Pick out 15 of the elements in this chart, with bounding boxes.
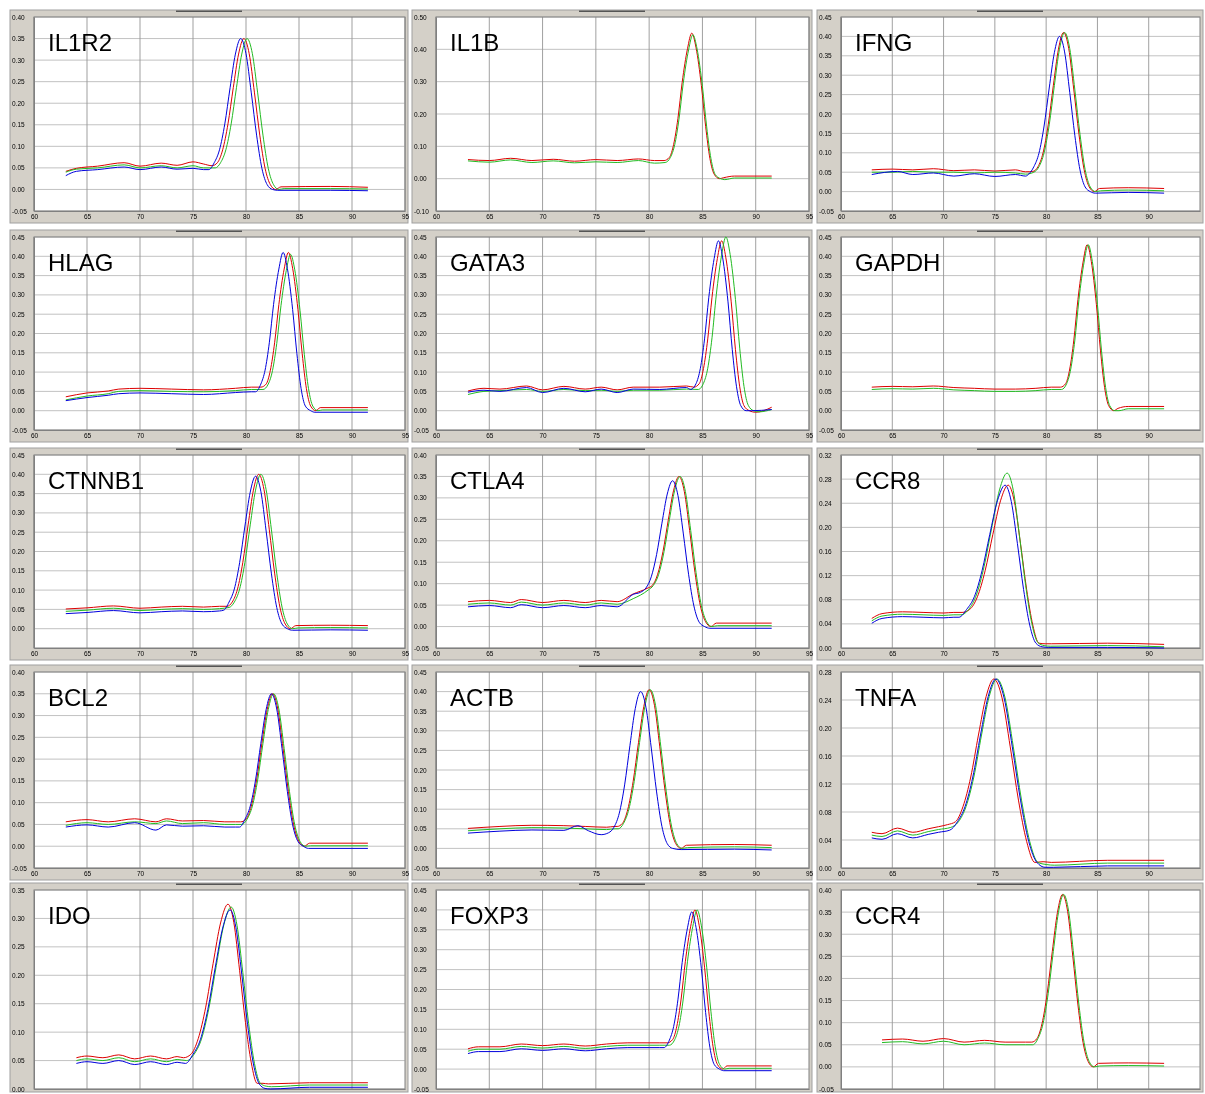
text: GAPDH: [855, 249, 941, 276]
text: CCR4: [855, 902, 921, 929]
text: BCL2: [48, 684, 109, 711]
text: IFNG: [855, 29, 913, 56]
text: TNFA: [855, 684, 917, 711]
text: CTLA4: [450, 467, 525, 494]
text: GATA3: [450, 249, 526, 276]
text: FOXP3: [450, 902, 529, 929]
text: CCR8: [855, 467, 921, 494]
text: ACTB: [450, 684, 515, 711]
text: IL1R2: [48, 29, 113, 56]
text: CTNNB1: [48, 467, 145, 494]
text: HLAG: [48, 249, 114, 276]
text: IDO: [48, 902, 91, 929]
text: IL1B: [450, 29, 500, 56]
